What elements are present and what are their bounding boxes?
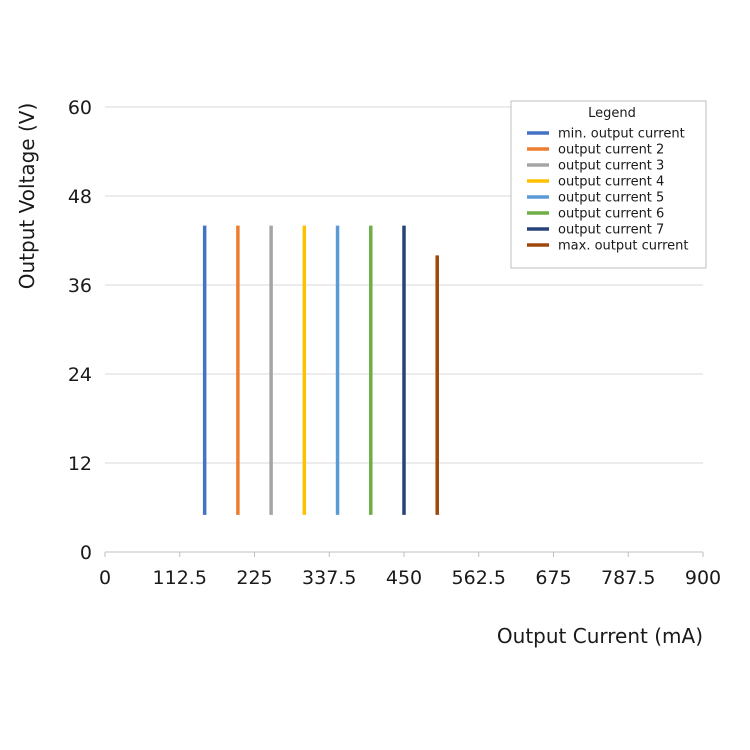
x-tick-label: 450	[386, 567, 422, 589]
legend-label: min. output current	[558, 127, 685, 142]
x-tick-label: 225	[236, 567, 272, 589]
x-tick-label: 0	[99, 567, 111, 589]
x-tick-label: 787.5	[601, 567, 655, 589]
legend-label: max. output current	[558, 239, 689, 254]
y-tick-label: 0	[80, 542, 92, 564]
y-tick-label: 36	[68, 275, 92, 297]
x-tick-label: 112.5	[153, 567, 207, 589]
legend-box	[510, 100, 707, 269]
legend-label: output current 3	[558, 159, 664, 174]
series-layer	[202, 225, 439, 515]
y-axis-ticks: 0 12 24 36 48 60	[68, 97, 92, 564]
legend-label: output current 4	[558, 175, 664, 190]
x-tick-label: 900	[685, 567, 721, 589]
y-tick-label: 60	[68, 97, 92, 119]
legend-label: output current 5	[558, 191, 664, 206]
legend-label: output current 2	[558, 143, 664, 158]
x-tick-label: 675	[535, 567, 571, 589]
y-axis-title: Output Voltage (V)	[15, 103, 39, 290]
legend-label: output current 6	[558, 207, 664, 222]
legend-label: output current 7	[558, 223, 664, 238]
x-axis-ticks: 0 112.5 225 337.5 450 562.5 675 787.5 900	[99, 552, 721, 589]
y-tick-label: 48	[68, 186, 92, 208]
y-tick-label: 12	[68, 453, 92, 475]
legend-title: Legend	[588, 106, 636, 121]
x-tick-label: 562.5	[452, 567, 506, 589]
y-tick-label: 24	[68, 364, 92, 386]
x-axis-title: Output Current (mA)	[497, 624, 703, 648]
x-tick-label: 337.5	[302, 567, 356, 589]
